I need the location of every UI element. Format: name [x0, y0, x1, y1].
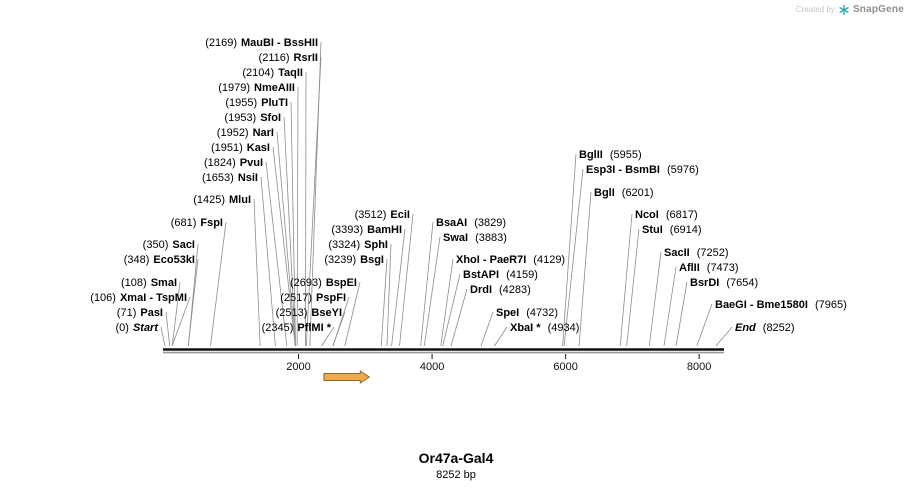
enzyme-site-label: (1824) PvuI — [204, 157, 263, 169]
leader-line — [171, 296, 191, 347]
leader-line — [305, 56, 322, 347]
enzyme-site-label: (71) PasI — [117, 307, 163, 319]
leader-line — [272, 146, 296, 347]
enzyme-site-label: (108) SmaI — [121, 277, 177, 289]
leader-line — [276, 131, 296, 347]
leader-line — [423, 236, 441, 347]
leader-line — [648, 251, 662, 347]
tick-label: 4000 — [420, 361, 444, 373]
leader-line — [480, 311, 494, 347]
enzyme-site-label: SwaI (3883) — [443, 232, 507, 244]
feature-arrow — [323, 370, 371, 384]
enzyme-site-label: BaeGI - Bme1580I (7965) — [715, 299, 847, 311]
leader-line — [290, 101, 296, 347]
leader-line — [442, 273, 461, 347]
enzyme-site-label: (681) FspI — [171, 217, 223, 229]
created-by-text: Created by — [795, 5, 835, 14]
plasmid-map-figure: 2000 4000 6000 8000 (2169) MauBI - BssHII (211… — [90, 37, 847, 384]
enzyme-site-label: (2104) TaqII — [242, 67, 303, 79]
tick-label: 2000 — [286, 361, 310, 373]
enzyme-site-label: SpeI (4732) — [496, 307, 558, 319]
snapgene-watermark: Created by SnapGene — [796, 4, 904, 15]
leader-line — [187, 258, 199, 347]
enzyme-site-label: BsrDI (7654) — [690, 277, 758, 289]
enzyme-site-label: Esp3I - BsmBI (5976) — [586, 164, 699, 176]
leader-line — [386, 243, 392, 347]
leader-line — [305, 71, 307, 347]
leader-line — [563, 168, 584, 347]
enzyme-site-label: (3512) EciI — [355, 209, 410, 221]
enzyme-site-label: (1425) MluI — [193, 194, 251, 206]
leader-line — [171, 281, 181, 347]
leader-line — [675, 281, 688, 347]
leader-line — [283, 116, 296, 347]
leader-line — [344, 281, 361, 347]
leader-line — [332, 311, 346, 347]
enzyme-site-label: SacII (7252) — [664, 247, 728, 259]
leader-line — [296, 86, 299, 347]
leader-line — [165, 311, 171, 347]
enzyme-site-label: BglII (5955) — [579, 149, 642, 161]
leader-line — [380, 258, 388, 347]
map-end-label: End (8252) — [735, 322, 795, 334]
leader-line — [210, 221, 227, 347]
enzyme-site-label: BglI (6201) — [594, 187, 654, 199]
leader-line — [578, 191, 592, 347]
snapgene-brand-text: SnapGene — [852, 4, 904, 15]
enzyme-site-label: (350) SacI — [143, 239, 195, 251]
leader-line — [562, 153, 577, 347]
enzyme-site-label: (348) Eco53kI — [124, 254, 195, 266]
enzyme-site-label: (2116) RsrII — [259, 52, 318, 64]
enzyme-site-label: (1979) NmeAIII — [218, 82, 295, 94]
enzyme-site-label: XhoI - PaeR7I (4129) — [456, 254, 565, 266]
enzyme-site-label: (2517) PspFI — [280, 292, 346, 304]
map-title: Or47a-Gal4 — [418, 450, 494, 466]
enzyme-site-label: (2513) BseYI — [276, 307, 342, 319]
map-title-block: Or47a-Gal4 8252 bp — [0, 450, 912, 481]
leader-line — [626, 228, 640, 347]
enzyme-site-label: (3393) BamHI — [331, 224, 402, 236]
leader-line — [696, 303, 713, 347]
leader-line — [440, 258, 454, 347]
enzyme-site-label: (2169) MauBI - BssHII — [205, 37, 318, 49]
enzyme-site-label: DrdI (4283) — [470, 284, 531, 296]
leader-line — [160, 326, 166, 347]
leader-line — [450, 288, 468, 347]
enzyme-site-label: AflII (7473) — [679, 262, 739, 274]
leader-line — [494, 326, 508, 347]
map-length: 8252 bp — [436, 469, 476, 481]
enzyme-site-label: XbaI * (4934) — [510, 322, 579, 334]
enzyme-site-label: StuI (6914) — [642, 224, 702, 236]
enzyme-site-label: BstAPI (4159) — [463, 269, 538, 281]
leader-line — [253, 198, 261, 347]
enzyme-site-label: (2345) PflMI * — [262, 322, 332, 334]
leader-line — [663, 266, 677, 347]
enzyme-site-label: (2693) BspEI — [290, 277, 357, 289]
leader-line — [420, 221, 434, 347]
enzyme-site-label: (3239) BsgI — [324, 254, 384, 266]
enzyme-site-label: (106) XmaI - TspMI — [90, 292, 187, 304]
leader-line — [260, 176, 276, 347]
enzyme-site-label: (1951) KasI — [211, 142, 270, 154]
enzyme-site-label: (3324) SphI — [328, 239, 388, 251]
enzyme-site-label: NcoI (6817) — [635, 209, 698, 221]
leader-line — [715, 326, 733, 347]
tick-label: 8000 — [687, 361, 711, 373]
map-start-label: (0) Start — [115, 322, 159, 334]
leader-line — [265, 161, 288, 347]
enzyme-site-label: (1955) PluTI — [225, 97, 288, 109]
enzyme-site-label: (1952) NarI — [217, 127, 274, 139]
leader-line — [399, 213, 414, 347]
snapgene-logo-icon — [839, 4, 849, 15]
leader-line — [321, 326, 335, 347]
tick-label: 6000 — [553, 361, 577, 373]
leader-line — [619, 213, 633, 347]
leader-line — [391, 228, 406, 347]
enzyme-site-label: (1953) SfoI — [224, 112, 281, 124]
enzyme-site-label: BsaAI (3829) — [436, 217, 506, 229]
enzyme-site-label: (1653) NsiI — [202, 172, 258, 184]
